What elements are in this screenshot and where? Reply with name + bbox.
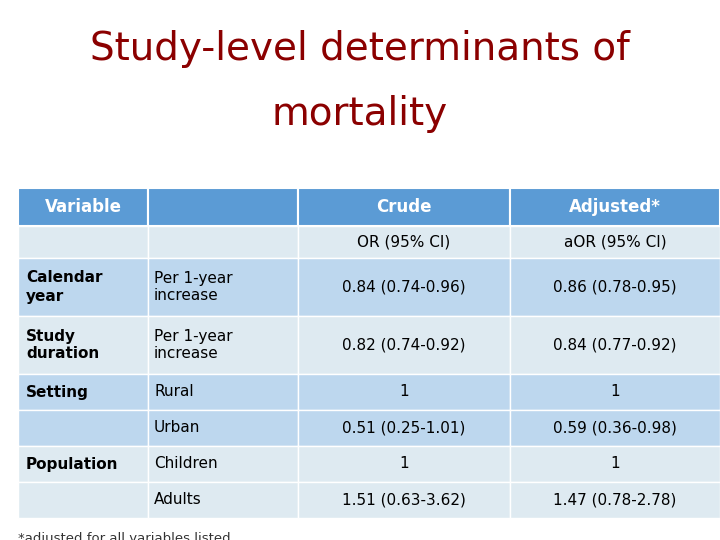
Bar (510, 374, 720, 410)
Text: Adults: Adults (154, 492, 202, 508)
Text: Per 1-year
increase: Per 1-year increase (154, 328, 233, 361)
Bar (148, 316, 298, 374)
Text: 0.51 (0.25-1.01): 0.51 (0.25-1.01) (342, 421, 466, 435)
Bar (148, 258, 298, 316)
Bar (18, 410, 148, 446)
Bar (18, 482, 148, 518)
Text: 1: 1 (399, 456, 409, 471)
Bar (18, 316, 148, 374)
Bar (18, 374, 148, 410)
Text: OR (95% CI): OR (95% CI) (357, 234, 451, 249)
Bar (298, 226, 510, 258)
Text: Rural: Rural (154, 384, 194, 400)
Text: 1.47 (0.78-2.78): 1.47 (0.78-2.78) (553, 492, 677, 508)
Bar (298, 410, 510, 446)
Text: Per 1-year
increase: Per 1-year increase (154, 271, 233, 303)
Text: Urban: Urban (154, 421, 200, 435)
Bar (298, 188, 510, 226)
Bar (148, 482, 298, 518)
Bar (510, 226, 720, 258)
Bar (298, 258, 510, 316)
Text: 0.86 (0.78-0.95): 0.86 (0.78-0.95) (553, 280, 677, 294)
Text: Setting: Setting (26, 384, 89, 400)
Text: mortality: mortality (272, 95, 448, 133)
Text: aOR (95% CI): aOR (95% CI) (564, 234, 666, 249)
Text: Calendar
year: Calendar year (26, 271, 102, 303)
Bar (148, 188, 298, 226)
Bar (510, 446, 720, 482)
Text: 0.59 (0.36-0.98): 0.59 (0.36-0.98) (553, 421, 677, 435)
Bar (510, 410, 720, 446)
Bar (510, 316, 720, 374)
Bar (510, 258, 720, 316)
Bar (148, 374, 298, 410)
Text: Variable: Variable (45, 198, 122, 216)
Bar (298, 374, 510, 410)
Bar (510, 188, 720, 226)
Bar (298, 446, 510, 482)
Bar (510, 482, 720, 518)
Bar (18, 258, 148, 316)
Text: *adjusted for all variables listed: *adjusted for all variables listed (18, 532, 230, 540)
Text: Study
duration: Study duration (26, 328, 99, 361)
Text: Adjusted*: Adjusted* (569, 198, 661, 216)
Bar (148, 226, 298, 258)
Text: Study-level determinants of: Study-level determinants of (90, 30, 630, 68)
Bar (18, 446, 148, 482)
Bar (148, 446, 298, 482)
Bar (18, 188, 148, 226)
Text: Crude: Crude (377, 198, 432, 216)
Text: 1.51 (0.63-3.62): 1.51 (0.63-3.62) (342, 492, 466, 508)
Text: 0.82 (0.74-0.92): 0.82 (0.74-0.92) (342, 338, 466, 353)
Text: 0.84 (0.74-0.96): 0.84 (0.74-0.96) (342, 280, 466, 294)
Bar (298, 316, 510, 374)
Text: Children: Children (154, 456, 217, 471)
Bar (148, 410, 298, 446)
Bar (298, 482, 510, 518)
Text: 1: 1 (399, 384, 409, 400)
Text: 1: 1 (610, 384, 620, 400)
Text: 0.84 (0.77-0.92): 0.84 (0.77-0.92) (553, 338, 677, 353)
Bar (18, 226, 148, 258)
Text: 1: 1 (610, 456, 620, 471)
Text: Population: Population (26, 456, 119, 471)
